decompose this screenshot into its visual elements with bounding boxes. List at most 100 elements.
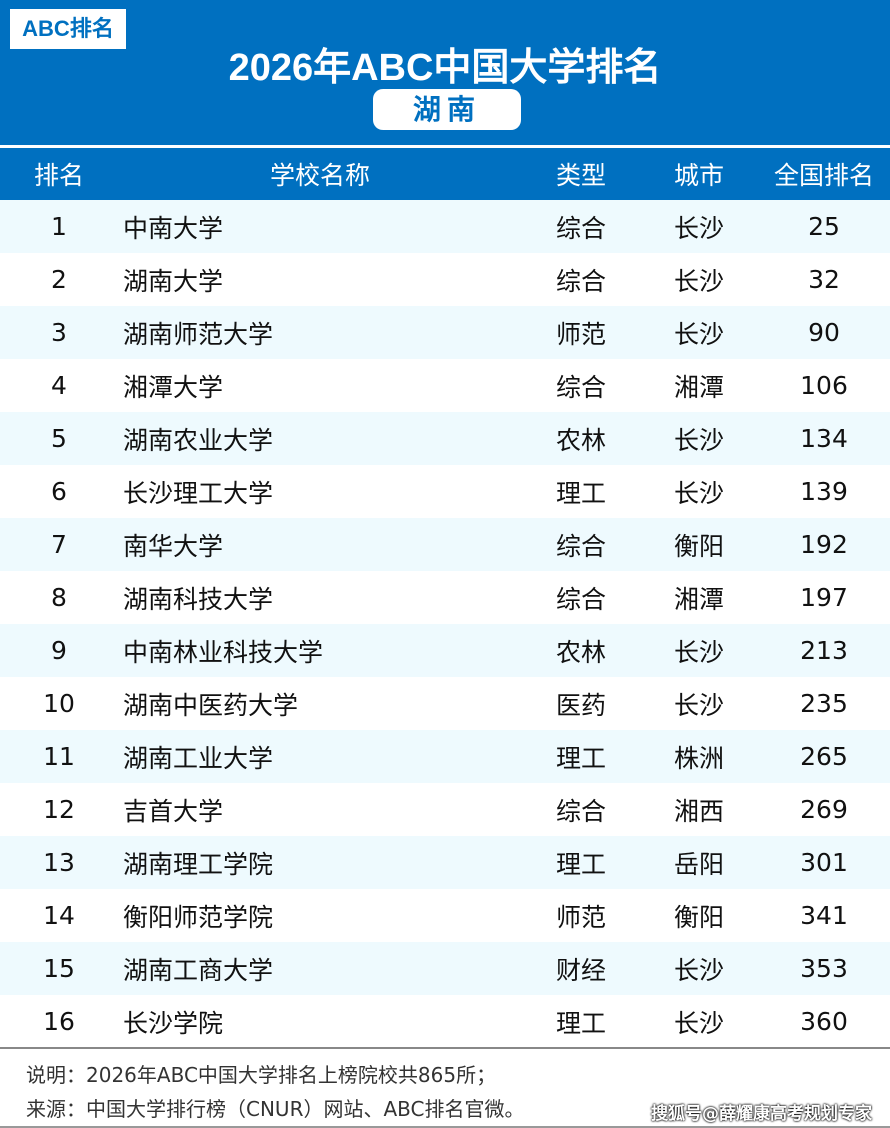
- table-row: 14 衡阳师范学院 师范 衡阳 341: [0, 889, 890, 942]
- cell-rank: 15: [43, 954, 75, 983]
- cell-type: 农林: [555, 637, 606, 667]
- page-title: 2026年ABC中国大学排名: [228, 47, 662, 89]
- cell-type: 理工: [555, 849, 606, 879]
- cell-rank: 12: [43, 795, 75, 824]
- cell-school-name: 湖南农业大学: [123, 425, 274, 455]
- cell-national-rank: 301: [800, 848, 848, 877]
- cell-city: 岳阳: [673, 849, 724, 879]
- cell-national-rank: 353: [800, 954, 848, 983]
- cell-school-name: 南华大学: [123, 531, 224, 561]
- cell-city: 长沙: [673, 1008, 724, 1038]
- cell-national-rank: 235: [800, 689, 848, 718]
- table-row: 11 湖南工业大学 理工 株洲 265: [0, 730, 890, 783]
- table-row: 6 长沙理工大学 理工 长沙 139: [0, 465, 890, 518]
- cell-national-rank: 90: [808, 318, 840, 347]
- cell-type: 医药: [555, 690, 606, 720]
- cell-national-rank: 32: [808, 265, 840, 294]
- cell-national-rank: 139: [800, 477, 848, 506]
- table-row: 12 吉首大学 综合 湘西 269: [0, 783, 890, 836]
- cell-rank: 7: [51, 530, 67, 559]
- cell-city: 湘潭: [673, 372, 724, 402]
- cell-rank: 6: [51, 477, 67, 506]
- cell-national-rank: 197: [800, 583, 848, 612]
- cell-city: 长沙: [673, 425, 724, 455]
- cell-school-name: 湖南大学: [123, 266, 224, 296]
- table-row: 16 长沙学院 理工 长沙 360: [0, 995, 890, 1048]
- cell-school-name: 湖南工商大学: [123, 955, 274, 985]
- cell-city: 株洲: [673, 743, 724, 773]
- cell-school-name: 湘潭大学: [123, 372, 224, 402]
- table-row: 5 湖南农业大学 农林 长沙 134: [0, 412, 890, 465]
- cell-national-rank: 25: [808, 212, 840, 241]
- cell-rank: 3: [51, 318, 67, 347]
- cell-rank: 4: [51, 371, 67, 400]
- cell-type: 理工: [555, 478, 606, 508]
- cell-city: 衡阳: [673, 902, 724, 932]
- cell-rank: 9: [51, 636, 67, 665]
- cell-school-name: 湖南科技大学: [123, 584, 274, 614]
- table-row: 3 湖南师范大学 师范 长沙 90: [0, 306, 890, 359]
- cell-national-rank: 360: [800, 1007, 848, 1036]
- column-header-rank: 排名: [33, 161, 84, 190]
- table-row: 15 湖南工商大学 财经 长沙 353: [0, 942, 890, 995]
- cell-school-name: 衡阳师范学院: [123, 902, 274, 932]
- cell-school-name: 湖南中医药大学: [123, 690, 299, 720]
- table-row: 13 湖南理工学院 理工 岳阳 301: [0, 836, 890, 889]
- table-row: 10 湖南中医药大学 医药 长沙 235: [0, 677, 890, 730]
- table-row: 1 中南大学 综合 长沙 25: [0, 200, 890, 253]
- cell-national-rank: 341: [800, 901, 848, 930]
- cell-type: 综合: [555, 372, 606, 402]
- cell-school-name: 长沙学院: [123, 1008, 224, 1038]
- cell-rank: 8: [51, 583, 67, 612]
- cell-rank: 1: [51, 212, 67, 241]
- cell-national-rank: 265: [800, 742, 848, 771]
- table-row: 8 湖南科技大学 综合 湘潭 197: [0, 571, 890, 624]
- cell-rank: 16: [43, 1007, 75, 1036]
- cell-type: 综合: [555, 213, 606, 243]
- cell-city: 长沙: [673, 637, 724, 667]
- cell-rank: 13: [43, 848, 75, 877]
- cell-school-name: 中南大学: [123, 213, 224, 243]
- title-banner: ABC排名 2026年ABC中国大学排名 湖南: [0, 0, 890, 145]
- table-row: 4 湘潭大学 综合 湘潭 106: [0, 359, 890, 412]
- cell-type: 综合: [555, 796, 606, 826]
- cell-rank: 14: [43, 901, 75, 930]
- cell-national-rank: 192: [800, 530, 848, 559]
- cell-school-name: 湖南师范大学: [123, 319, 274, 349]
- cell-type: 师范: [555, 902, 606, 932]
- cell-school-name: 长沙理工大学: [123, 478, 274, 508]
- cell-national-rank: 106: [800, 371, 848, 400]
- region-badge: 湖南: [373, 89, 521, 130]
- cell-type: 师范: [555, 319, 606, 349]
- cell-type: 综合: [555, 266, 606, 296]
- cell-school-name: 湖南工业大学: [123, 743, 274, 773]
- cell-city: 长沙: [673, 955, 724, 985]
- cell-city: 长沙: [673, 478, 724, 508]
- column-header-national-rank: 全国排名: [773, 161, 874, 190]
- cell-type: 综合: [555, 531, 606, 561]
- cell-rank: 10: [43, 689, 75, 718]
- footer-note: 说明：2026年ABC中国大学排名上榜院校共865所；: [26, 1063, 497, 1087]
- cell-school-name: 吉首大学: [123, 796, 224, 826]
- footer: 说明：2026年ABC中国大学排名上榜院校共865所； 来源：中国大学排行榜（C…: [0, 1047, 890, 1128]
- cell-school-name: 湖南理工学院: [123, 849, 274, 879]
- cell-city: 湘潭: [673, 584, 724, 614]
- cell-type: 理工: [555, 1008, 606, 1038]
- cell-national-rank: 269: [800, 795, 848, 824]
- cell-city: 湘西: [673, 796, 724, 826]
- cell-city: 长沙: [673, 266, 724, 296]
- cell-type: 理工: [555, 743, 606, 773]
- cell-city: 长沙: [673, 213, 724, 243]
- table-row: 2 湖南大学 综合 长沙 32: [0, 253, 890, 306]
- watermark: 搜狐号@薛耀康高考规划专家: [651, 1104, 872, 1124]
- column-header-type: 类型: [555, 161, 606, 190]
- cell-school-name: 中南林业科技大学: [123, 637, 324, 667]
- cell-city: 长沙: [673, 319, 724, 349]
- table-header: 排名 学校名称 类型 城市 全国排名: [0, 148, 890, 200]
- cell-rank: 5: [51, 424, 67, 453]
- cell-rank: 11: [43, 742, 75, 771]
- abc-logo: ABC排名: [10, 9, 126, 49]
- cell-rank: 2: [51, 265, 67, 294]
- cell-type: 财经: [555, 955, 606, 985]
- cell-type: 综合: [555, 584, 606, 614]
